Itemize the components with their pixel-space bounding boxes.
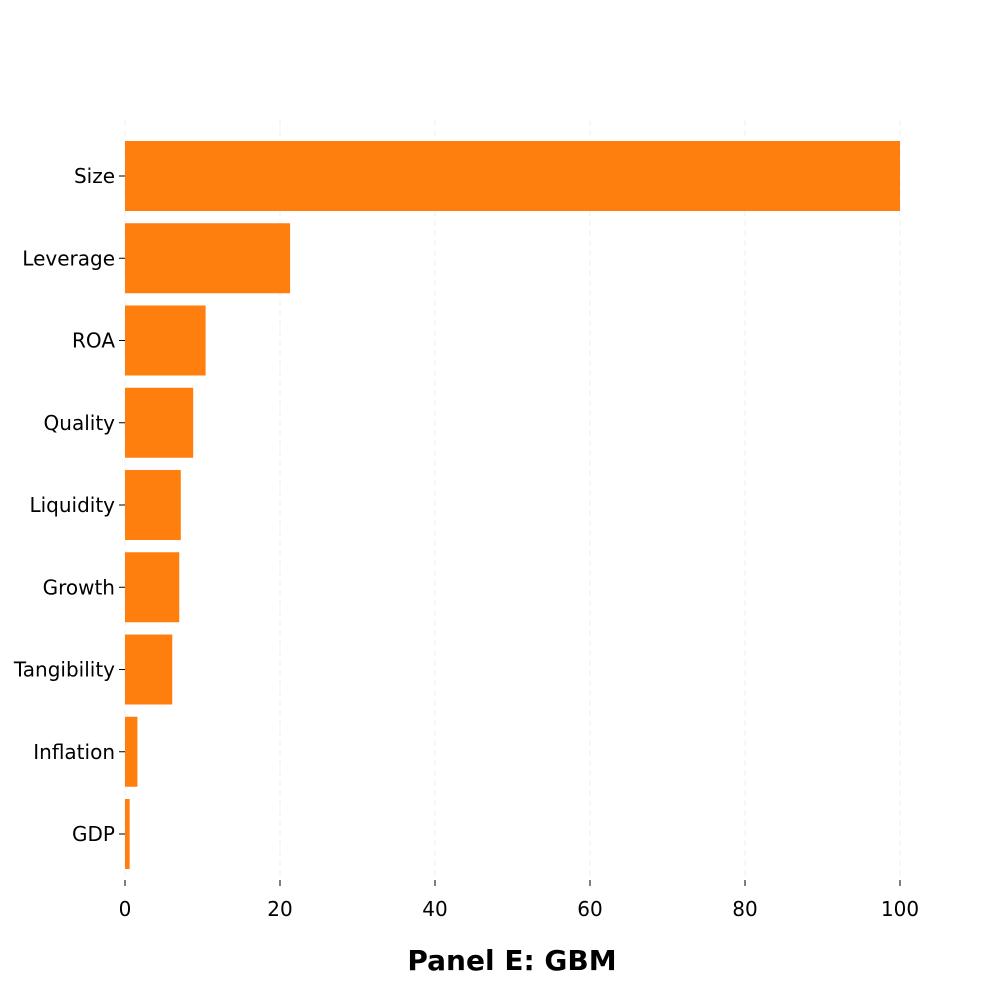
x-tick-label: 0 xyxy=(119,897,132,921)
category-label: Tangibility xyxy=(13,658,115,682)
bar-leverage xyxy=(125,223,291,294)
x-tick-label: 60 xyxy=(577,897,602,921)
chart-title: Panel E: GBM xyxy=(407,944,616,977)
x-tick-label: 40 xyxy=(422,897,447,921)
bar-liquidity xyxy=(125,470,181,540)
bar-growth xyxy=(125,552,180,623)
category-label: ROA xyxy=(72,329,115,353)
bars xyxy=(125,141,900,869)
bar-inflation xyxy=(125,716,138,787)
y-axis-ticks: Size Leverage ROA Quality Liquidity Growth Tan… xyxy=(13,164,125,846)
x-tick-label: 80 xyxy=(732,897,757,921)
bar-size xyxy=(125,141,900,211)
category-label: GDP xyxy=(72,822,115,846)
bar-tangibility xyxy=(125,634,173,705)
category-label: Growth xyxy=(43,575,115,599)
category-label: Inflation xyxy=(33,740,115,764)
category-label: Leverage xyxy=(22,246,115,270)
x-tick-label: 100 xyxy=(881,897,919,921)
category-label: Size xyxy=(74,164,115,188)
x-axis-ticks: 0 20 40 60 80 100 xyxy=(119,880,919,921)
category-label: Quality xyxy=(44,411,116,435)
bar-roa xyxy=(125,305,206,376)
category-label: Liquidity xyxy=(29,493,115,517)
x-tick-label: 20 xyxy=(267,897,292,921)
bar-gdp xyxy=(125,799,130,869)
bar-quality xyxy=(125,387,194,458)
